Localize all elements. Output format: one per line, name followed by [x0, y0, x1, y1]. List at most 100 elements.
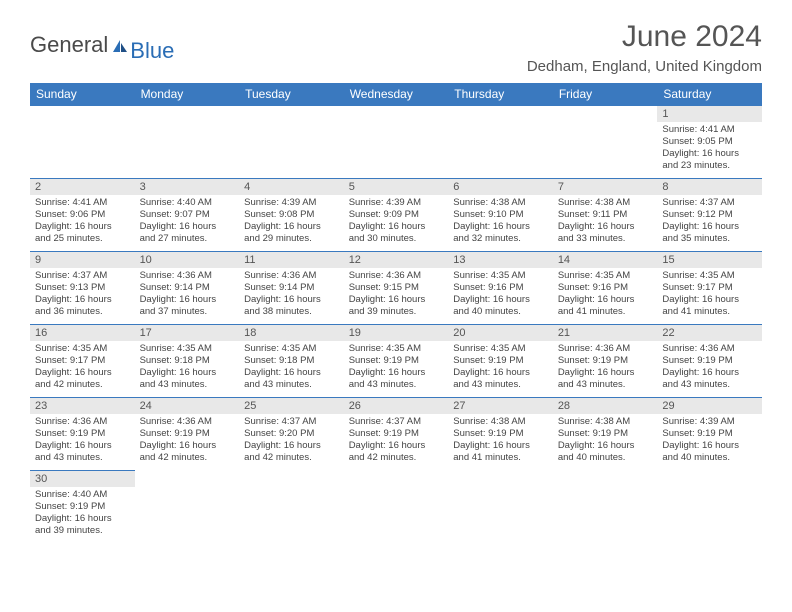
sunrise-line: Sunrise: 4:39 AM — [244, 197, 339, 209]
sunset-line: Sunset: 9:19 PM — [35, 501, 130, 513]
logo-text-general: General — [30, 32, 108, 58]
day-number: 19 — [344, 325, 449, 341]
sunset-line: Sunset: 9:20 PM — [244, 428, 339, 440]
daylight-line: Daylight: 16 hours and 35 minutes. — [662, 221, 757, 245]
day-details: Sunrise: 4:35 AMSunset: 9:18 PMDaylight:… — [239, 341, 344, 394]
sunset-line: Sunset: 9:19 PM — [453, 355, 548, 367]
day-number: 11 — [239, 252, 344, 268]
sunset-line: Sunset: 9:12 PM — [662, 209, 757, 221]
week-row: 9Sunrise: 4:37 AMSunset: 9:13 PMDaylight… — [30, 252, 762, 325]
sunset-line: Sunset: 9:16 PM — [453, 282, 548, 294]
sunrise-line: Sunrise: 4:36 AM — [140, 270, 235, 282]
daylight-line: Daylight: 16 hours and 43 minutes. — [244, 367, 339, 391]
day-number: 25 — [239, 398, 344, 414]
sunrise-line: Sunrise: 4:36 AM — [35, 416, 130, 428]
sunset-line: Sunset: 9:07 PM — [140, 209, 235, 221]
week-row: 16Sunrise: 4:35 AMSunset: 9:17 PMDayligh… — [30, 325, 762, 398]
daylight-line: Daylight: 16 hours and 32 minutes. — [453, 221, 548, 245]
sunrise-line: Sunrise: 4:36 AM — [349, 270, 444, 282]
header: General Blue June 2024 Dedham, England, … — [30, 20, 762, 75]
day-details: Sunrise: 4:35 AMSunset: 9:17 PMDaylight:… — [657, 268, 762, 321]
sunrise-line: Sunrise: 4:36 AM — [244, 270, 339, 282]
day-cell: 21Sunrise: 4:36 AMSunset: 9:19 PMDayligh… — [553, 325, 658, 398]
sunset-line: Sunset: 9:19 PM — [140, 428, 235, 440]
sunrise-line: Sunrise: 4:35 AM — [453, 343, 548, 355]
daylight-line: Daylight: 16 hours and 23 minutes. — [662, 148, 757, 172]
logo-sail-icon — [111, 38, 129, 52]
day-cell: 29Sunrise: 4:39 AMSunset: 9:19 PMDayligh… — [657, 398, 762, 471]
sunrise-line: Sunrise: 4:37 AM — [244, 416, 339, 428]
sunrise-line: Sunrise: 4:38 AM — [453, 197, 548, 209]
day-cell — [553, 471, 658, 544]
daylight-line: Daylight: 16 hours and 41 minutes. — [453, 440, 548, 464]
sunset-line: Sunset: 9:14 PM — [140, 282, 235, 294]
day-number: 20 — [448, 325, 553, 341]
day-details: Sunrise: 4:35 AMSunset: 9:16 PMDaylight:… — [448, 268, 553, 321]
day-cell: 14Sunrise: 4:35 AMSunset: 9:16 PMDayligh… — [553, 252, 658, 325]
sunrise-line: Sunrise: 4:35 AM — [453, 270, 548, 282]
day-number: 28 — [553, 398, 658, 414]
daylight-line: Daylight: 16 hours and 39 minutes. — [349, 294, 444, 318]
day-details: Sunrise: 4:37 AMSunset: 9:13 PMDaylight:… — [30, 268, 135, 321]
day-cell: 20Sunrise: 4:35 AMSunset: 9:19 PMDayligh… — [448, 325, 553, 398]
day-number: 8 — [657, 179, 762, 195]
day-cell: 15Sunrise: 4:35 AMSunset: 9:17 PMDayligh… — [657, 252, 762, 325]
sunrise-line: Sunrise: 4:37 AM — [349, 416, 444, 428]
sunset-line: Sunset: 9:19 PM — [662, 355, 757, 367]
day-cell: 24Sunrise: 4:36 AMSunset: 9:19 PMDayligh… — [135, 398, 240, 471]
day-cell — [135, 471, 240, 544]
daylight-line: Daylight: 16 hours and 43 minutes. — [140, 367, 235, 391]
day-cell — [448, 106, 553, 179]
day-cell — [448, 471, 553, 544]
day-number: 15 — [657, 252, 762, 268]
day-number: 27 — [448, 398, 553, 414]
day-details: Sunrise: 4:37 AMSunset: 9:20 PMDaylight:… — [239, 414, 344, 467]
daylight-line: Daylight: 16 hours and 37 minutes. — [140, 294, 235, 318]
sunset-line: Sunset: 9:14 PM — [244, 282, 339, 294]
day-cell: 19Sunrise: 4:35 AMSunset: 9:19 PMDayligh… — [344, 325, 449, 398]
daylight-line: Daylight: 16 hours and 27 minutes. — [140, 221, 235, 245]
day-cell: 16Sunrise: 4:35 AMSunset: 9:17 PMDayligh… — [30, 325, 135, 398]
day-details: Sunrise: 4:35 AMSunset: 9:19 PMDaylight:… — [344, 341, 449, 394]
sunset-line: Sunset: 9:19 PM — [558, 355, 653, 367]
day-number: 14 — [553, 252, 658, 268]
sunset-line: Sunset: 9:19 PM — [35, 428, 130, 440]
location: Dedham, England, United Kingdom — [527, 58, 762, 75]
day-cell — [135, 106, 240, 179]
day-details: Sunrise: 4:35 AMSunset: 9:18 PMDaylight:… — [135, 341, 240, 394]
sunset-line: Sunset: 9:19 PM — [349, 428, 444, 440]
day-cell: 4Sunrise: 4:39 AMSunset: 9:08 PMDaylight… — [239, 179, 344, 252]
day-number: 17 — [135, 325, 240, 341]
week-row: 30Sunrise: 4:40 AMSunset: 9:19 PMDayligh… — [30, 471, 762, 544]
day-details: Sunrise: 4:37 AMSunset: 9:19 PMDaylight:… — [344, 414, 449, 467]
day-details: Sunrise: 4:36 AMSunset: 9:19 PMDaylight:… — [30, 414, 135, 467]
week-row: 23Sunrise: 4:36 AMSunset: 9:19 PMDayligh… — [30, 398, 762, 471]
day-cell: 8Sunrise: 4:37 AMSunset: 9:12 PMDaylight… — [657, 179, 762, 252]
day-number: 9 — [30, 252, 135, 268]
sunset-line: Sunset: 9:13 PM — [35, 282, 130, 294]
daylight-line: Daylight: 16 hours and 42 minutes. — [35, 367, 130, 391]
daylight-line: Daylight: 16 hours and 42 minutes. — [349, 440, 444, 464]
day-number: 2 — [30, 179, 135, 195]
day-cell: 10Sunrise: 4:36 AMSunset: 9:14 PMDayligh… — [135, 252, 240, 325]
sunset-line: Sunset: 9:08 PM — [244, 209, 339, 221]
day-cell: 5Sunrise: 4:39 AMSunset: 9:09 PMDaylight… — [344, 179, 449, 252]
day-details: Sunrise: 4:35 AMSunset: 9:19 PMDaylight:… — [448, 341, 553, 394]
sunrise-line: Sunrise: 4:37 AM — [35, 270, 130, 282]
sunrise-line: Sunrise: 4:35 AM — [558, 270, 653, 282]
daylight-line: Daylight: 16 hours and 40 minutes. — [558, 440, 653, 464]
day-cell: 3Sunrise: 4:40 AMSunset: 9:07 PMDaylight… — [135, 179, 240, 252]
sunset-line: Sunset: 9:18 PM — [140, 355, 235, 367]
day-details: Sunrise: 4:39 AMSunset: 9:19 PMDaylight:… — [657, 414, 762, 467]
day-cell: 1Sunrise: 4:41 AMSunset: 9:05 PMDaylight… — [657, 106, 762, 179]
sunrise-line: Sunrise: 4:38 AM — [453, 416, 548, 428]
sunset-line: Sunset: 9:09 PM — [349, 209, 444, 221]
day-details: Sunrise: 4:38 AMSunset: 9:19 PMDaylight:… — [448, 414, 553, 467]
logo-text-blue: Blue — [130, 38, 174, 64]
day-number: 6 — [448, 179, 553, 195]
day-details: Sunrise: 4:39 AMSunset: 9:08 PMDaylight:… — [239, 195, 344, 248]
sunset-line: Sunset: 9:06 PM — [35, 209, 130, 221]
week-row: 2Sunrise: 4:41 AMSunset: 9:06 PMDaylight… — [30, 179, 762, 252]
sunrise-line: Sunrise: 4:38 AM — [558, 197, 653, 209]
daylight-line: Daylight: 16 hours and 33 minutes. — [558, 221, 653, 245]
